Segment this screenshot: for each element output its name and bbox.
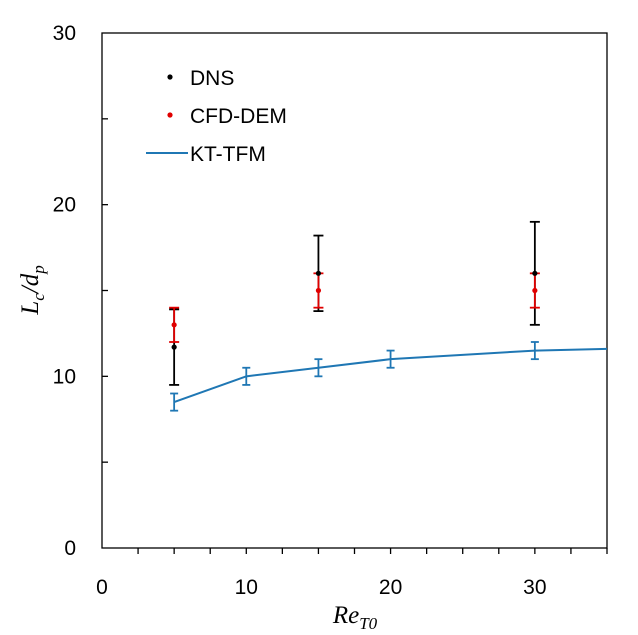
x-tick-label: 10 [235,576,258,599]
x-tick-label: 0 [96,576,108,599]
axis-tick-labels: 0 10 20 30 0 10 20 30 [53,22,547,599]
legend-marker [167,74,173,80]
y-axis-title-part1-sub: c [29,293,48,301]
data-point-dns [532,270,538,276]
y-axis-title-group: Lc/dp [17,265,48,315]
legend-label: CFD-DEM [190,105,287,128]
y-axis-title-part1: L [17,301,44,316]
data-point-cfd-dem [532,287,538,294]
y-axis-title-part2: /d [17,273,44,295]
series-line-kt-tfm [173,347,608,404]
data-point-cfd-dem [315,287,322,294]
x-axis-title: ReT0 [332,602,378,633]
y-tick-label: 30 [53,22,76,45]
legend-label: KT-TFM [190,143,266,166]
y-tick-label: 0 [64,537,76,560]
data-point-dns [171,344,177,350]
error-bars [169,220,540,412]
series-lines [173,347,608,404]
axis-ticks [102,118,608,554]
y-axis-title-part2-sub: p [29,265,48,275]
y-axis-title: Lc/dp [17,265,48,315]
legend-label: DNS [190,67,234,90]
data-point-dns [315,270,322,276]
x-tick-label: 20 [379,576,402,599]
y-tick-label: 20 [53,194,76,217]
y-tick-label: 10 [53,365,76,388]
plot-frame [101,32,608,549]
x-axis-title-sub: T0 [359,614,377,633]
legend-marker [167,112,173,118]
data-points [171,270,538,350]
legend: DNS CFD-DEM KT-TFM [146,67,287,166]
x-axis-title-main: Re [332,602,359,629]
data-point-cfd-dem [171,322,177,328]
x-tick-label: 30 [523,576,546,599]
